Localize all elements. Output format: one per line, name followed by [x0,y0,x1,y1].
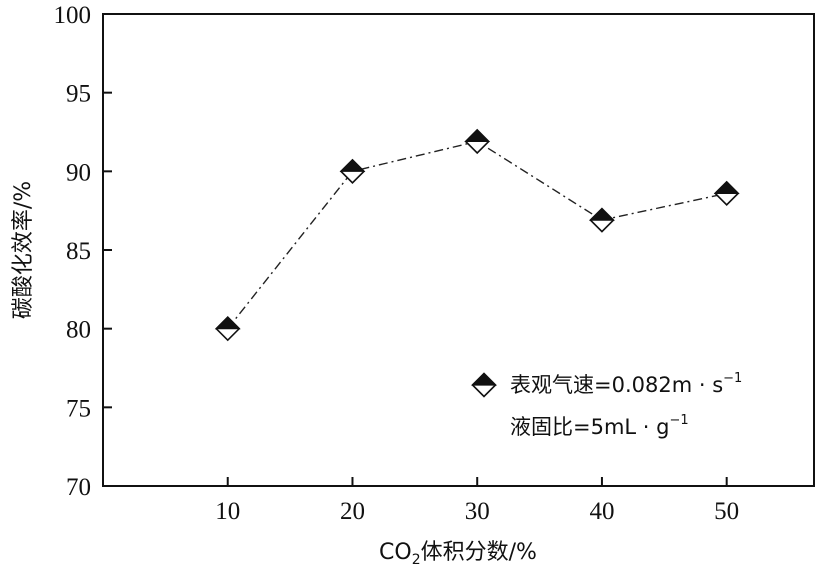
y-tick-label-80: 80 [66,317,91,344]
x-axis-ticks: 10 20 30 40 50 [215,477,739,525]
x-tick-label-20: 20 [340,498,365,525]
x-tick-label-30: 30 [465,498,490,525]
x-axis-label-prefix: CO [379,540,412,565]
y-tick-label-75: 75 [66,395,91,422]
data-point-40 [588,207,615,233]
data-point-50 [713,180,740,206]
data-point-10 [214,316,241,342]
y-axis-ticks: 70 75 80 85 90 95 100 [54,2,112,501]
x-tick-label-50: 50 [714,498,739,525]
data-point-30-fill [464,129,491,143]
legend-line-2-sup: −1 [669,413,688,428]
data-point-50-fill [713,181,740,194]
x-axis-label: CO2体积分数/% [379,540,537,568]
y-tick-label-95: 95 [66,81,91,108]
legend-diamond [471,372,497,398]
data-markers [214,128,740,342]
plot-area-border [102,13,815,487]
y-axis-label: 碳酸化效率/% [11,181,36,319]
legend-line-2-text: 液固比=5mL · g [510,415,669,439]
legend-line-1: 表观气速=0.082m · s−1 [510,371,742,397]
data-point-20 [339,158,366,184]
legend-line-2: 液固比=5mL · g−1 [510,413,689,439]
series-line [227,140,727,330]
x-axis-label-suffix: 体积分数/% [421,540,537,565]
legend: 表观气速=0.082m · s−1 液固比=5mL · g−1 [471,371,742,439]
data-point-20-fill [339,158,366,172]
data-point-10-fill [214,316,241,330]
y-tick-label-70: 70 [66,474,91,501]
x-tick-label-10: 10 [215,498,240,525]
legend-line-1-text: 表观气速=0.082m · s [510,373,723,397]
legend-line-1-sup: −1 [723,371,742,386]
y-tick-label-85: 85 [66,238,91,265]
y-tick-label-100: 100 [54,2,92,29]
x-tick-label-40: 40 [589,498,614,525]
plot-frame [102,13,815,487]
legend-diamond-fill [471,372,497,386]
legend-marker-icon [471,372,497,398]
data-point-40-fill [588,207,615,221]
y-tick-label-90: 90 [66,159,91,186]
data-point-30 [464,128,491,155]
x-axis-label-subscript: 2 [412,552,421,568]
